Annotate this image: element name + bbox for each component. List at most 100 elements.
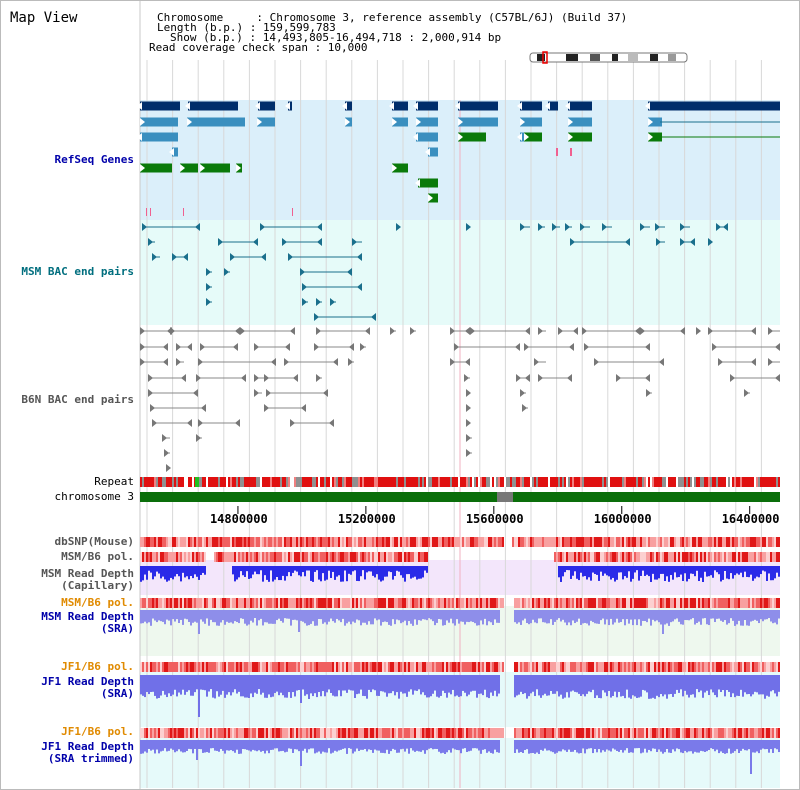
jf1-b6-pol2-cell	[268, 728, 270, 738]
msm-depth-sra-bar	[538, 610, 540, 619]
jf1-b6-pol2-cell	[614, 728, 616, 738]
track-label-msm-bac[interactable]: MSM BAC end pairs	[21, 265, 134, 278]
track-label-repeat[interactable]: Repeat	[94, 475, 134, 488]
msm-depth-cap-bar	[778, 566, 780, 577]
repeat-feature	[540, 477, 542, 487]
jf1-b6-pol-cell	[358, 662, 360, 672]
msm-b6-pol-cell	[644, 552, 646, 562]
jf1-depth-sra-bar	[612, 675, 614, 697]
track-label-msm-depth-capillary[interactable]: MSM Read Depth	[41, 567, 134, 580]
msm-depth-cap-bar	[416, 566, 418, 580]
jf1-depth-sra-bar	[620, 675, 622, 697]
track-label-b6n-bac[interactable]: B6N BAC end pairs	[21, 393, 134, 406]
msm-depth-cap-bar	[732, 566, 734, 579]
b6n-bac-end	[348, 358, 353, 366]
repeat-feature	[232, 477, 234, 487]
msm-depth-sra-bar	[394, 610, 396, 625]
jf1-depth-sra-bar	[598, 675, 600, 698]
msm-depth-cap-bar	[618, 566, 620, 573]
track-label-jf1-depth-trimmed[interactable]: JF1 Read Depth	[41, 740, 134, 753]
track-label-refseq[interactable]: RefSeq Genes	[54, 153, 134, 166]
jf1-b6-pol-cell	[570, 662, 572, 672]
jf1-b6-pol-cell	[768, 662, 770, 672]
jf1-b6-pol-cell	[532, 662, 534, 672]
msm-b6-pol2-cell	[630, 598, 632, 608]
msm-depth-sra-bar	[776, 610, 778, 625]
b6n-bac-end	[582, 327, 587, 335]
jf1-depth-sra-bar	[234, 675, 236, 690]
jf1-depth-sra-bar	[538, 675, 540, 696]
jf1-depth-trim-bar	[404, 740, 406, 752]
jf1-depth-sra-bar	[634, 675, 636, 697]
jf1-b6-pol-cell	[294, 662, 296, 672]
refseq-strand-arrow	[568, 118, 573, 126]
msm-depth-cap-bar	[730, 566, 732, 574]
msm-depth-cap-bar	[364, 566, 366, 580]
dbsnp-cell	[696, 537, 698, 547]
b6n-bac-end	[193, 389, 198, 397]
msm-depth-cap-bar	[140, 566, 142, 582]
jf1-b6-pol-cell	[550, 662, 552, 672]
repeat-feature	[736, 477, 738, 487]
jf1-depth-trim-bar	[220, 740, 222, 749]
jf1-b6-pol2-cell	[290, 728, 292, 738]
repeat-feature	[752, 477, 754, 487]
repeat-feature	[254, 477, 256, 487]
track-label-jf1-depth-sra[interactable]: JF1 Read Depth	[41, 675, 134, 688]
jf1-depth-sra-bar	[642, 675, 644, 690]
msm-b6-pol-cell	[322, 552, 324, 562]
jf1-b6-pol-cell	[598, 662, 600, 672]
msm-depth-cap-bar	[356, 566, 358, 581]
msm-depth-cap-bar	[310, 566, 312, 581]
msm-b6-pol-cell	[360, 552, 362, 562]
jf1-depth-trim-bar	[688, 740, 690, 752]
jf1-depth-sra-bar	[516, 675, 518, 696]
msm-depth-sra-bar	[302, 610, 304, 622]
msm-b6-pol-cell	[380, 552, 382, 562]
msm-depth-sra-bar	[322, 610, 324, 624]
jf1-b6-pol2-cell	[526, 728, 528, 738]
dbsnp-cell	[228, 537, 230, 547]
repeat-feature	[428, 477, 430, 487]
track-label-chromosome[interactable]: chromosome 3	[54, 490, 134, 503]
jf1-depth-trim-bar	[718, 740, 720, 754]
jf1-b6-pol2-cell	[330, 728, 332, 738]
jf1-depth-sra-bar	[750, 675, 752, 697]
jf1-depth-trim-bar	[614, 740, 616, 750]
track-label-jf1-b6-pol-2[interactable]: JF1/B6 pol.	[61, 725, 134, 738]
jf1-depth-trim-bar	[152, 740, 154, 750]
repeat-feature	[504, 477, 506, 487]
jf1-b6-pol-cell	[566, 662, 568, 672]
dbsnp-cell	[392, 537, 394, 547]
msm-b6-pol-cell	[398, 552, 400, 562]
msm-depth-sra-bar	[226, 610, 228, 622]
jf1-depth-trim-bar	[714, 740, 716, 752]
jf1-b6-pol2-cell	[640, 728, 642, 738]
track-label-msm-depth-sra[interactable]: MSM Read Depth	[41, 610, 134, 623]
b6n-bac-end	[266, 389, 271, 397]
msm-b6-pol-cell	[582, 552, 584, 562]
jf1-b6-pol-cell	[660, 662, 662, 672]
msm-depth-sra-bar	[676, 610, 678, 619]
jf1-depth-trim-bar	[628, 740, 630, 753]
jf1-depth-trim-bar	[638, 740, 640, 749]
jf1-depth-trim-bar	[316, 740, 318, 753]
jf1-depth-sra-bar	[174, 675, 176, 690]
jf1-b6-pol2-cell	[672, 728, 674, 738]
track-label-msm-b6-pol[interactable]: MSM/B6 pol.	[61, 550, 134, 563]
track-label-jf1-b6-pol[interactable]: JF1/B6 pol.	[61, 660, 134, 673]
jf1-depth-trim-bar	[418, 740, 420, 752]
msm-b6-pol2-cell	[734, 598, 736, 608]
track-label-dbsnp[interactable]: dbSNP(Mouse)	[54, 535, 134, 548]
msm-depth-cap-bar	[770, 566, 772, 581]
b6n-bac-end	[293, 374, 298, 382]
jf1-b6-pol-cell	[772, 662, 774, 672]
jf1-b6-pol-cell	[582, 662, 584, 672]
msm-b6-pol-cell	[250, 552, 252, 562]
msm-b6-pol2-cell	[222, 598, 224, 608]
dbsnp-cell	[550, 537, 552, 547]
msm-bac-end	[230, 253, 235, 261]
track-label-msm-b6-pol-2[interactable]: MSM/B6 pol.	[61, 596, 134, 609]
jf1-depth-trim-bar	[360, 740, 362, 750]
